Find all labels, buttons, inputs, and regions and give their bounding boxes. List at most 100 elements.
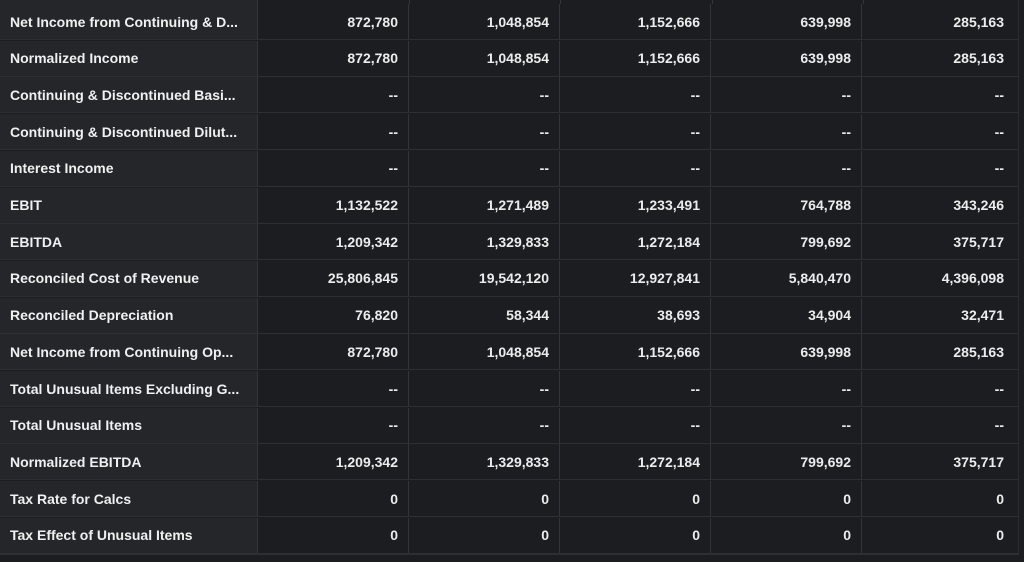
- value-cell: 0: [258, 517, 409, 553]
- row-label[interactable]: Tax Rate for Calcs: [0, 481, 258, 517]
- value-cell: 58,344: [409, 297, 560, 333]
- row-label[interactable]: EBITDA: [0, 224, 258, 260]
- row-label[interactable]: Normalized EBITDA: [0, 444, 258, 480]
- value-cell: 19,542,120: [409, 260, 560, 296]
- row-label[interactable]: EBIT: [0, 187, 258, 223]
- row-label[interactable]: Net Income from Continuing Op...: [0, 334, 258, 370]
- value-cell: 872,780: [258, 334, 409, 370]
- value-cell: 872,780: [258, 4, 409, 39]
- value-cell: --: [560, 114, 711, 150]
- row-label[interactable]: Net Income from Continuing & D...: [0, 4, 258, 39]
- value-cell: --: [711, 407, 862, 443]
- value-cell: 0: [409, 481, 560, 517]
- value-cell: 4,396,098: [941, 270, 1004, 287]
- table-row: Net Income from Continuing Op... 872,780 1…: [0, 334, 1018, 371]
- value-cell: 1,329,833: [409, 444, 560, 480]
- value-cell: 1,329,833: [409, 224, 560, 260]
- value-cell: --: [258, 150, 409, 186]
- value-cell: 375,717: [953, 233, 1004, 250]
- value-cell: 5,840,470: [711, 260, 862, 296]
- table-row: Total Unusual Items Excluding G... -- -- --…: [0, 371, 1018, 407]
- value-cell: 0: [996, 490, 1004, 507]
- value-cell: 1,272,184: [560, 444, 711, 480]
- table-row: Total Unusual Items -- -- -- -- --: [0, 407, 1018, 444]
- row-label[interactable]: Reconciled Cost of Revenue: [0, 260, 258, 296]
- value-cell: --: [409, 114, 560, 150]
- table-row: EBITDA 1,209,342 1,329,833 1,272,184 799,692…: [0, 224, 1018, 261]
- value-cell: --: [258, 114, 409, 150]
- value-cell: --: [711, 114, 862, 150]
- table-row: Normalized EBITDA 1,209,342 1,329,833 1,272…: [0, 444, 1018, 481]
- value-cell: --: [409, 371, 560, 406]
- value-cell: 639,998: [711, 40, 862, 76]
- value-cell: 639,998: [711, 334, 862, 370]
- value-cell: 76,820: [258, 297, 409, 333]
- value-cell: 1,152,666: [560, 334, 711, 370]
- value-cell: 764,788: [711, 187, 862, 223]
- table-row: Tax Effect of Unusual Items 0 0 0 0 0: [0, 517, 1018, 554]
- value-cell: --: [560, 77, 711, 113]
- value-cell: 1,048,854: [409, 40, 560, 76]
- table-row: Continuing & Discontinued Dilut... -- -- --…: [0, 114, 1018, 151]
- value-cell: --: [994, 123, 1004, 140]
- value-cell: 1,209,342: [258, 224, 409, 260]
- value-cell: 799,692: [711, 444, 862, 480]
- table-row: Reconciled Cost of Revenue 25,806,845 19,5…: [0, 260, 1018, 297]
- row-label[interactable]: Normalized Income: [0, 40, 258, 76]
- value-cell: 25,806,845: [258, 260, 409, 296]
- value-cell: --: [258, 371, 409, 406]
- table-row: Reconciled Depreciation 76,820 58,344 38,69…: [0, 297, 1018, 334]
- value-cell: 1,152,666: [560, 40, 711, 76]
- table-top-edge: [0, 0, 1018, 4]
- value-cell: 1,048,854: [409, 4, 560, 39]
- table-row: EBIT 1,132,522 1,271,489 1,233,491 764,788 34…: [0, 187, 1018, 224]
- row-label[interactable]: Total Unusual Items Excluding G...: [0, 371, 258, 406]
- value-cell: 1,048,854: [409, 334, 560, 370]
- table-row: Continuing & Discontinued Basi... -- -- -- -…: [0, 77, 1018, 114]
- value-cell: 799,692: [711, 224, 862, 260]
- value-cell: --: [711, 371, 862, 406]
- value-cell: 285,163: [953, 343, 1004, 360]
- value-cell: 32,471: [961, 307, 1004, 324]
- value-cell: --: [711, 77, 862, 113]
- value-cell: --: [560, 407, 711, 443]
- value-cell: 1,132,522: [258, 187, 409, 223]
- row-label[interactable]: Reconciled Depreciation: [0, 297, 258, 333]
- row-label[interactable]: Tax Effect of Unusual Items: [0, 517, 258, 553]
- table-row: Tax Rate for Calcs 0 0 0 0 0: [0, 481, 1018, 518]
- value-cell: 0: [409, 517, 560, 553]
- value-cell: 38,693: [560, 297, 711, 333]
- value-cell: 0: [996, 527, 1004, 544]
- value-cell: 1,271,489: [409, 187, 560, 223]
- value-cell: --: [711, 150, 862, 186]
- value-cell: --: [560, 150, 711, 186]
- value-cell: 34,904: [711, 297, 862, 333]
- row-label[interactable]: Total Unusual Items: [0, 407, 258, 443]
- value-cell: 0: [258, 481, 409, 517]
- value-cell: 1,233,491: [560, 187, 711, 223]
- value-cell: 0: [711, 517, 862, 553]
- value-cell: --: [994, 160, 1004, 177]
- value-cell: 0: [560, 517, 711, 553]
- value-cell: 343,246: [953, 197, 1004, 213]
- value-cell: 872,780: [258, 40, 409, 76]
- table-row: Net Income from Continuing & D... 872,780…: [0, 4, 1018, 40]
- row-label[interactable]: Continuing & Discontinued Basi...: [0, 77, 258, 113]
- row-label[interactable]: Interest Income: [0, 150, 258, 186]
- value-cell: 639,998: [711, 4, 862, 39]
- value-cell: 1,272,184: [560, 224, 711, 260]
- value-cell: 285,163: [953, 13, 1004, 30]
- value-cell: --: [258, 407, 409, 443]
- value-cell: 375,717: [953, 453, 1004, 470]
- value-cell: --: [994, 380, 1004, 397]
- value-cell: --: [409, 407, 560, 443]
- table-row: Interest Income -- -- -- -- --: [0, 150, 1018, 187]
- value-cell: --: [409, 150, 560, 186]
- value-cell: --: [258, 77, 409, 113]
- value-cell: 0: [711, 481, 862, 517]
- value-cell: --: [994, 417, 1004, 434]
- value-cell: 12,927,841: [560, 260, 711, 296]
- value-cell: --: [560, 371, 711, 406]
- row-label[interactable]: Continuing & Discontinued Dilut...: [0, 114, 258, 150]
